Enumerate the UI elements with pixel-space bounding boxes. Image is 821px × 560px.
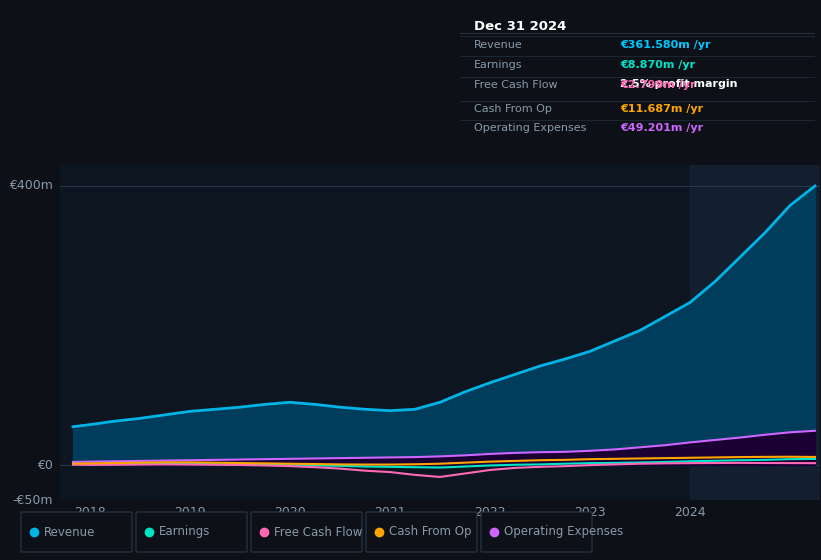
Text: €11.687m /yr: €11.687m /yr (620, 105, 703, 114)
Text: Cash From Op: Cash From Op (475, 105, 552, 114)
Text: Operating Expenses: Operating Expenses (504, 525, 623, 539)
Text: -€50m: -€50m (12, 493, 53, 506)
FancyBboxPatch shape (21, 512, 132, 552)
Text: 2.5% profit margin: 2.5% profit margin (620, 79, 737, 89)
Text: €49.201m /yr: €49.201m /yr (620, 123, 703, 133)
Bar (690, 165, 820, 500)
Text: €400m: €400m (9, 179, 53, 193)
Text: Free Cash Flow: Free Cash Flow (475, 81, 557, 91)
Text: €361.580m /yr: €361.580m /yr (620, 40, 710, 50)
Text: €2.799m /yr: €2.799m /yr (620, 81, 695, 91)
Text: Operating Expenses: Operating Expenses (475, 123, 586, 133)
Text: Earnings: Earnings (475, 60, 523, 70)
Text: Cash From Op: Cash From Op (389, 525, 471, 539)
Text: Revenue: Revenue (44, 525, 95, 539)
FancyBboxPatch shape (136, 512, 247, 552)
Text: Dec 31 2024: Dec 31 2024 (475, 21, 566, 34)
Text: €8.870m /yr: €8.870m /yr (620, 60, 695, 70)
Text: Free Cash Flow: Free Cash Flow (274, 525, 362, 539)
Text: Revenue: Revenue (475, 40, 523, 50)
Text: Earnings: Earnings (159, 525, 210, 539)
FancyBboxPatch shape (481, 512, 592, 552)
FancyBboxPatch shape (366, 512, 477, 552)
Text: €0: €0 (37, 459, 53, 472)
FancyBboxPatch shape (251, 512, 362, 552)
